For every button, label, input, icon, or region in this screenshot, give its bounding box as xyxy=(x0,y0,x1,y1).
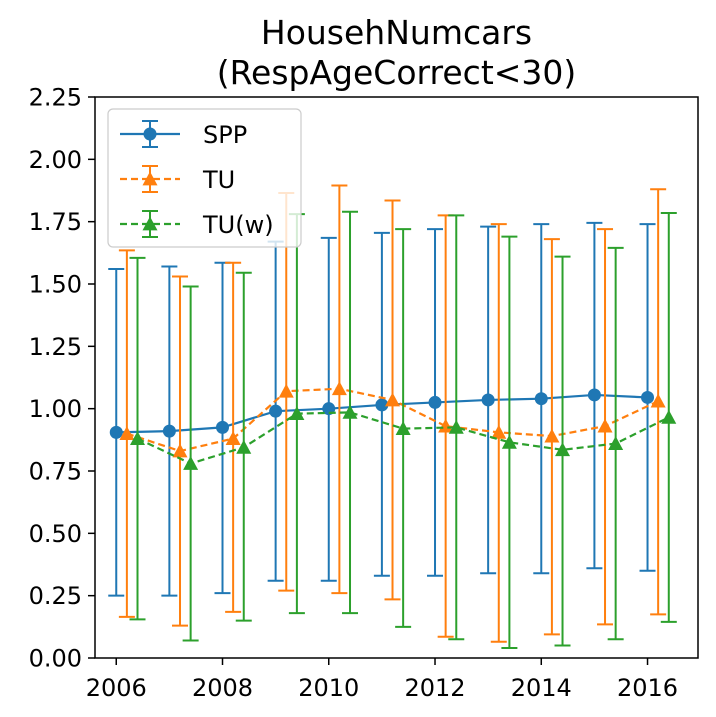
data-point xyxy=(448,419,464,434)
data-point xyxy=(438,418,454,433)
y-tick-label: 1.75 xyxy=(29,208,82,236)
legend-marker xyxy=(142,216,158,231)
y-tick-label: 0.25 xyxy=(29,582,82,610)
legend-marker xyxy=(142,171,158,186)
legend-label: SPP xyxy=(203,121,247,149)
data-point xyxy=(395,421,411,435)
data-point xyxy=(608,436,624,450)
data-point xyxy=(269,404,283,418)
x-tick-label: 2014 xyxy=(511,674,572,702)
data-point xyxy=(597,418,613,433)
plot-area xyxy=(94,96,699,659)
plot-frame xyxy=(94,96,699,659)
data-point xyxy=(375,398,389,412)
data-point xyxy=(236,439,252,454)
legend-item: SPP xyxy=(120,120,247,149)
data-point xyxy=(119,426,135,440)
y-tick-label: 0.00 xyxy=(29,645,82,673)
data-point xyxy=(385,392,401,407)
y-axis: 0.00 0.25 0.50 0.75 1.00 1.25 1.50 1.75 2.00 2.25 xyxy=(29,84,95,673)
y-tick-label: 2.25 xyxy=(29,84,82,112)
y-tick-label: 0.75 xyxy=(29,458,82,486)
data-point xyxy=(183,456,199,470)
legend-marker xyxy=(143,127,157,141)
data-point xyxy=(555,442,571,457)
legend-label: TU(w) xyxy=(202,211,274,239)
y-tick-label: 1.50 xyxy=(29,271,82,299)
data-point xyxy=(534,392,548,406)
data-point xyxy=(342,404,358,419)
y-tick-label: 0.50 xyxy=(29,520,82,548)
x-tick-label: 2012 xyxy=(404,674,465,702)
data-point xyxy=(650,393,666,408)
data-point xyxy=(162,424,176,438)
data-point xyxy=(216,420,230,434)
legend: SPP TU TU(w) xyxy=(107,108,302,248)
data-point xyxy=(130,431,146,445)
x-tick-label: 2016 xyxy=(617,674,678,702)
legend-item: TU xyxy=(120,165,235,194)
y-tick-label: 1.00 xyxy=(29,395,82,423)
series-spp xyxy=(108,221,656,597)
y-tick-label: 1.25 xyxy=(29,333,82,361)
data-point xyxy=(225,431,241,445)
x-tick-label: 2010 xyxy=(298,674,359,702)
data-point xyxy=(544,428,560,443)
series-tu xyxy=(118,184,667,643)
x-tick-label: 2008 xyxy=(192,674,253,702)
series-layer xyxy=(108,184,677,650)
data-point xyxy=(109,425,123,439)
data-point xyxy=(428,395,442,409)
data-point xyxy=(491,424,507,439)
legend-item: TU(w) xyxy=(120,210,274,239)
series-tu-w xyxy=(129,210,677,650)
data-point xyxy=(172,443,188,458)
title-line-2: (RespAgeCorrect<30) xyxy=(217,53,577,92)
legend-box xyxy=(107,108,302,248)
data-point xyxy=(641,390,655,404)
data-point xyxy=(278,383,294,398)
series-line xyxy=(137,411,670,465)
data-point xyxy=(661,409,677,424)
title-line-1: HousehNumcars xyxy=(261,13,532,52)
y-tick-label: 2.00 xyxy=(29,146,82,174)
data-point xyxy=(481,393,495,407)
data-point xyxy=(289,406,305,421)
data-point xyxy=(331,381,347,396)
x-tick-label: 2006 xyxy=(86,674,147,702)
data-point xyxy=(587,388,601,402)
legend-label: TU xyxy=(202,166,235,194)
x-axis: 2006 2008 2010 2012 2014 2016 xyxy=(86,658,678,702)
chart-title: HousehNumcars(RespAgeCorrect<30) xyxy=(217,13,577,92)
data-point xyxy=(501,434,517,449)
